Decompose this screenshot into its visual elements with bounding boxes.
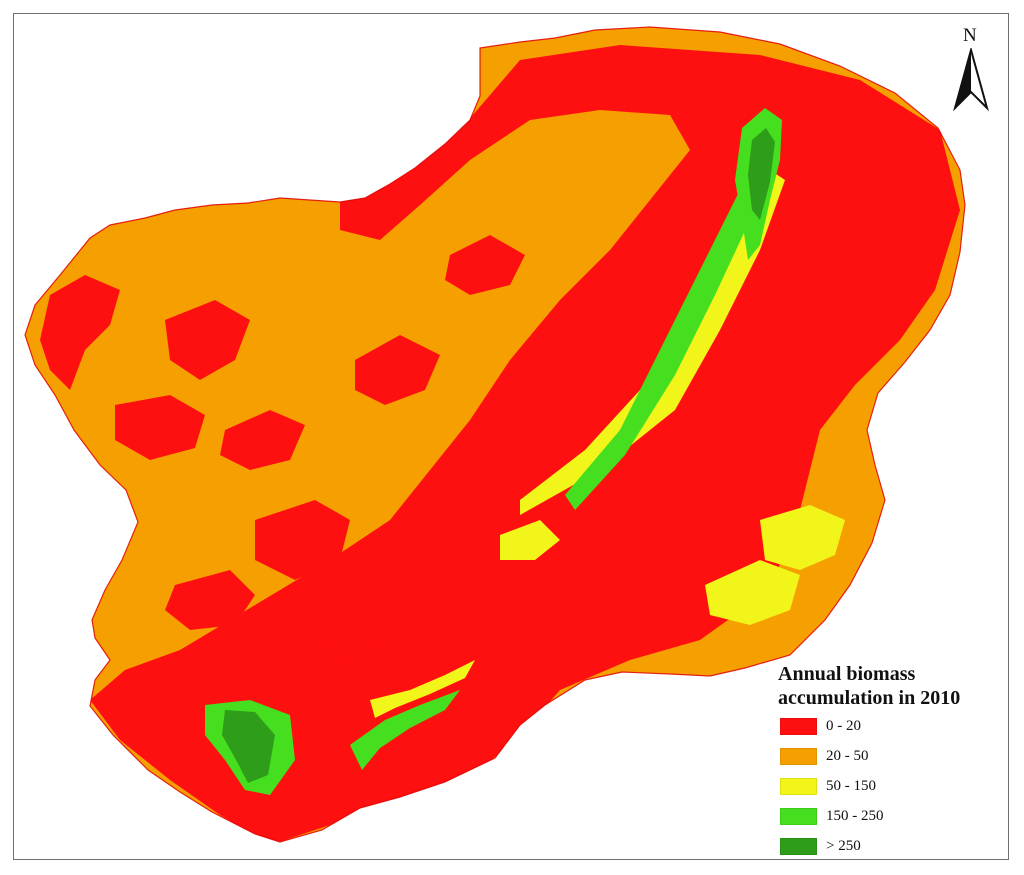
legend-title-line-2: accumulation in 2010 — [778, 687, 961, 709]
north-label: N — [963, 25, 977, 46]
legend-item-over-250: > 250 — [780, 836, 861, 856]
legend-label: > 250 — [826, 838, 861, 854]
legend-label: 20 - 50 — [826, 748, 869, 764]
legend-item-20-50: 20 - 50 — [780, 746, 869, 766]
legend-item-150-250: 150 - 250 — [780, 806, 884, 826]
legend-item-0-20: 0 - 20 — [780, 716, 861, 736]
legend-label: 150 - 250 — [826, 808, 884, 824]
legend-swatch — [780, 837, 817, 855]
north-arrow-icon — [953, 48, 989, 112]
legend-label: 50 - 150 — [826, 778, 876, 794]
legend-swatch — [780, 807, 817, 825]
legend-swatch — [780, 717, 817, 735]
legend-swatch — [780, 777, 817, 795]
legend-swatch — [780, 747, 817, 765]
legend-title-line-1: Annual biomass — [778, 663, 916, 685]
legend-item-50-150: 50 - 150 — [780, 776, 876, 796]
legend-label: 0 - 20 — [826, 718, 861, 734]
legend: Annual biomass accumulation in 2010 0 - … — [778, 662, 1008, 855]
